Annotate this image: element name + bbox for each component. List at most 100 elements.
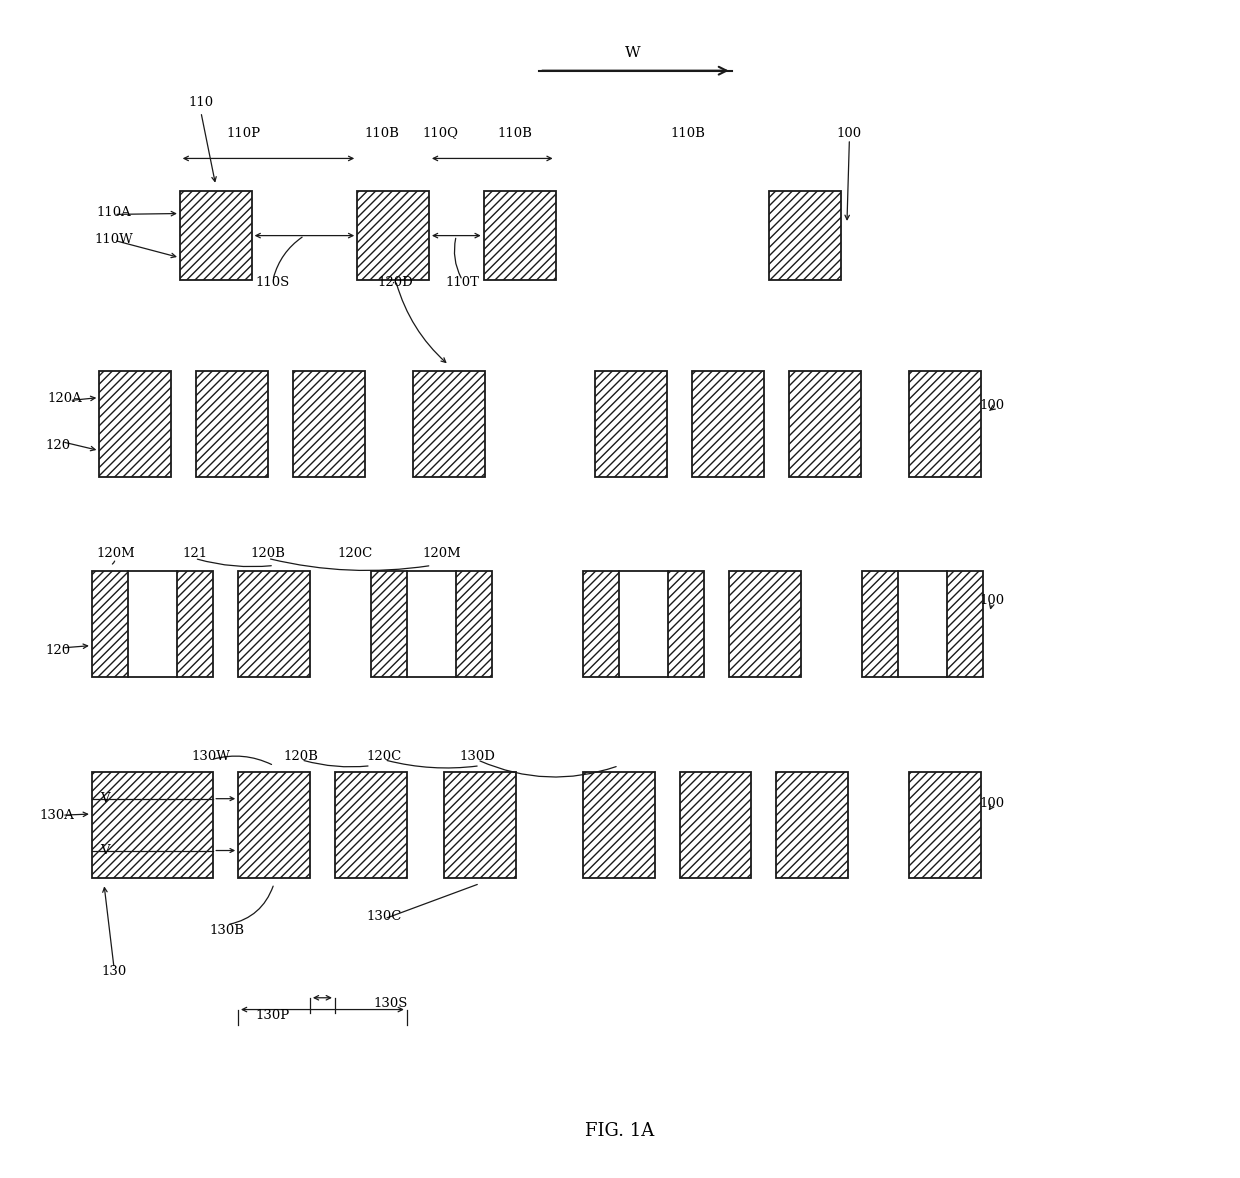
Bar: [357, 192, 429, 280]
Text: 110B: 110B: [671, 126, 706, 140]
Bar: [909, 371, 981, 477]
Bar: [769, 192, 841, 280]
Bar: [92, 571, 213, 677]
Bar: [128, 571, 177, 677]
Bar: [862, 571, 983, 677]
Bar: [947, 571, 983, 677]
Bar: [680, 772, 751, 878]
Bar: [335, 772, 407, 878]
Text: 120D: 120D: [378, 276, 413, 290]
Text: 110: 110: [188, 95, 213, 110]
Bar: [180, 192, 252, 280]
Bar: [583, 571, 619, 677]
Bar: [92, 571, 128, 677]
Bar: [335, 772, 407, 878]
Bar: [180, 192, 252, 280]
Text: 130S: 130S: [373, 997, 408, 1011]
Text: 120: 120: [46, 643, 71, 657]
Text: 130W: 130W: [191, 749, 231, 763]
Text: 100: 100: [980, 398, 1004, 412]
Bar: [898, 571, 947, 677]
Text: 110W: 110W: [94, 232, 134, 246]
Text: 110B: 110B: [497, 126, 532, 140]
Bar: [583, 772, 655, 878]
Text: 120M: 120M: [95, 547, 135, 561]
Bar: [92, 772, 213, 878]
Bar: [371, 571, 407, 677]
Bar: [583, 571, 619, 677]
Bar: [456, 571, 492, 677]
Text: 110P: 110P: [226, 126, 260, 140]
Bar: [947, 571, 983, 677]
Bar: [862, 571, 898, 677]
Bar: [619, 571, 668, 677]
Bar: [99, 371, 171, 477]
Bar: [456, 571, 492, 677]
Bar: [909, 772, 981, 878]
Bar: [444, 772, 516, 878]
Bar: [909, 772, 981, 878]
Text: 110S: 110S: [255, 276, 290, 290]
Text: W: W: [625, 46, 640, 60]
Text: V: V: [100, 792, 110, 806]
Text: 100: 100: [980, 796, 1004, 810]
Bar: [99, 371, 171, 477]
Text: 110Q: 110Q: [422, 126, 459, 140]
Bar: [583, 772, 655, 878]
Bar: [238, 772, 310, 878]
Bar: [595, 371, 667, 477]
Text: 130D: 130D: [460, 749, 495, 763]
Bar: [776, 772, 848, 878]
Bar: [692, 371, 764, 477]
Bar: [238, 571, 310, 677]
Bar: [909, 371, 981, 477]
Bar: [238, 571, 310, 677]
Text: 130B: 130B: [210, 924, 244, 938]
Text: 120B: 120B: [284, 749, 319, 763]
Text: 120B: 120B: [250, 547, 285, 561]
Bar: [484, 192, 556, 280]
Bar: [371, 571, 492, 677]
Bar: [729, 571, 801, 677]
Bar: [729, 571, 801, 677]
Bar: [196, 371, 268, 477]
Bar: [583, 571, 704, 677]
Bar: [92, 772, 213, 878]
Text: 121: 121: [182, 547, 207, 561]
Bar: [776, 772, 848, 878]
Bar: [789, 371, 861, 477]
Bar: [177, 571, 213, 677]
Text: 120A: 120A: [47, 391, 82, 405]
Bar: [371, 571, 407, 677]
Bar: [357, 192, 429, 280]
Text: 100: 100: [837, 126, 862, 140]
Text: 120: 120: [46, 438, 71, 452]
Bar: [668, 571, 704, 677]
Bar: [293, 371, 365, 477]
Text: 130: 130: [102, 965, 126, 979]
Text: 130A: 130A: [40, 808, 74, 822]
Bar: [413, 371, 485, 477]
Text: V: V: [100, 843, 110, 858]
Bar: [444, 772, 516, 878]
Bar: [293, 371, 365, 477]
Bar: [484, 192, 556, 280]
Bar: [407, 571, 456, 677]
Bar: [92, 571, 128, 677]
Text: 120C: 120C: [337, 547, 372, 561]
Text: 110A: 110A: [97, 205, 131, 219]
Bar: [769, 192, 841, 280]
Text: 110B: 110B: [365, 126, 399, 140]
Bar: [862, 571, 898, 677]
Bar: [196, 371, 268, 477]
Bar: [413, 371, 485, 477]
Bar: [692, 371, 764, 477]
Bar: [177, 571, 213, 677]
Text: 100: 100: [980, 594, 1004, 608]
Bar: [595, 371, 667, 477]
Text: FIG. 1A: FIG. 1A: [585, 1121, 655, 1140]
Text: 130P: 130P: [255, 1008, 290, 1023]
Text: 130C: 130C: [367, 909, 402, 924]
Text: 110T: 110T: [445, 276, 480, 290]
Text: 120M: 120M: [422, 547, 461, 561]
